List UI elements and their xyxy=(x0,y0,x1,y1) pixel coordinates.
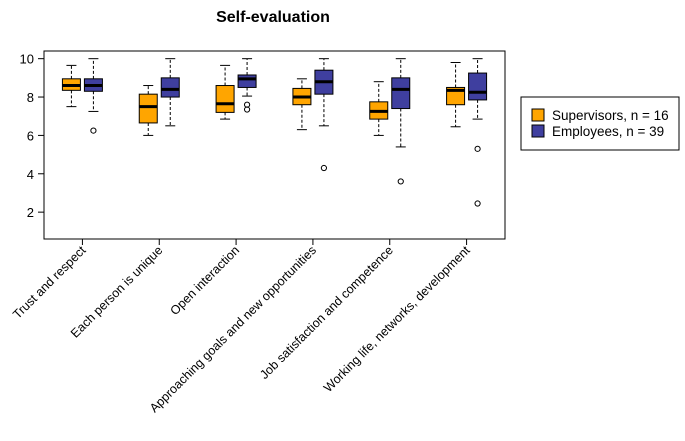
y-tick-label: 8 xyxy=(27,90,34,105)
box-iqr xyxy=(138,93,158,124)
box-iqr xyxy=(468,72,488,101)
legend-swatch xyxy=(531,124,545,138)
box-supervisors xyxy=(215,64,235,120)
legend-frame xyxy=(520,96,680,151)
plot-frame xyxy=(43,50,506,240)
plot-area xyxy=(43,50,506,240)
box-supervisors xyxy=(446,62,466,128)
x-category-label: Trust and respect xyxy=(10,243,89,322)
x-category-label: Approaching goals and new opportunities xyxy=(147,243,319,415)
outlier-point xyxy=(397,178,404,185)
outlier-point xyxy=(243,106,251,113)
box-employees xyxy=(468,58,488,207)
box-supervisors xyxy=(292,78,312,131)
y-tick-label: 10 xyxy=(20,52,34,67)
box-iqr xyxy=(160,77,180,98)
box-employees xyxy=(314,58,334,172)
box-iqr xyxy=(391,77,411,110)
box-employees xyxy=(237,58,257,113)
y-tick-label: 4 xyxy=(27,167,34,182)
box-supervisors xyxy=(138,85,158,136)
box-iqr xyxy=(237,74,257,88)
box-employees xyxy=(391,58,411,185)
x-category-label: Working life, networks, development xyxy=(321,243,473,395)
legend-entry: Employees, n = 39 xyxy=(552,124,664,139)
x-category-label: Open interaction xyxy=(167,243,242,318)
chart-title: Self-evaluation xyxy=(216,9,330,26)
outlier-point xyxy=(474,145,481,152)
outlier-point xyxy=(90,127,97,134)
y-tick-label: 2 xyxy=(27,205,34,220)
box-iqr xyxy=(215,85,235,113)
outlier-point xyxy=(320,164,328,172)
x-category-label: Job satisfaction and competence xyxy=(257,243,396,382)
box-employees xyxy=(83,58,103,134)
legend-entry: Supervisors, n = 16 xyxy=(552,108,669,123)
box-supervisors xyxy=(369,81,389,136)
y-tick-label: 6 xyxy=(27,128,34,143)
y-axis: 2 4 6 8 10 xyxy=(20,52,468,245)
legend-swatch xyxy=(531,108,545,122)
box-supervisors xyxy=(61,64,81,108)
outlier-point xyxy=(474,200,481,207)
box-employees xyxy=(160,58,180,127)
